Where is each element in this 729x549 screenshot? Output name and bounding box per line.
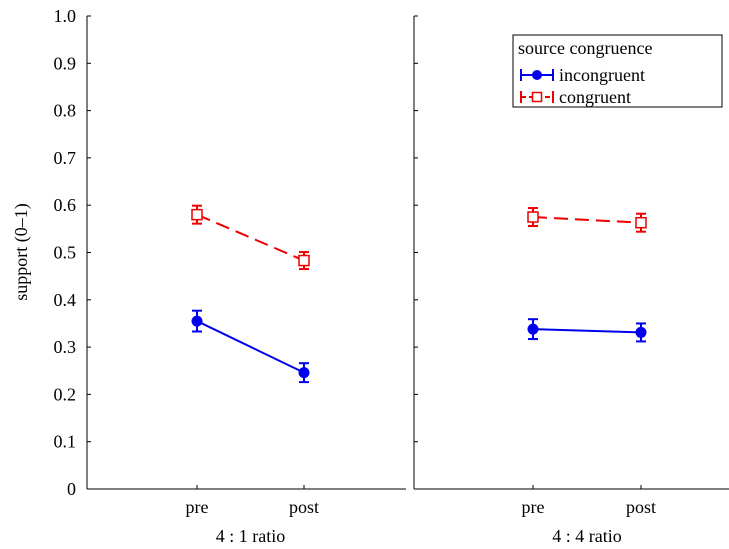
legend-label: congruent <box>559 87 631 107</box>
y-tick-label: 0.9 <box>54 53 77 73</box>
series-line <box>532 216 642 224</box>
x-tick-label: post <box>626 497 656 517</box>
x-tick-label: pre <box>522 497 545 517</box>
legend-box <box>512 34 723 108</box>
data-point <box>635 326 647 338</box>
data-point <box>527 211 539 223</box>
legend-marker <box>532 70 542 80</box>
series-congruent <box>191 204 310 271</box>
y-tick-label: 1.0 <box>54 6 77 26</box>
series-incongruent <box>191 309 310 384</box>
series-line <box>532 328 642 334</box>
legend-label: incongruent <box>559 65 645 85</box>
legend-title: source congruence <box>518 38 652 58</box>
data-point <box>298 367 310 379</box>
x-tick-label: post <box>289 497 319 517</box>
x-axis-label: 4 : 4 ratio <box>552 526 622 546</box>
series-line <box>196 320 305 374</box>
legend-item-incongruent: incongruent <box>520 65 645 85</box>
data-point <box>298 254 310 267</box>
legend-marker <box>531 91 543 103</box>
y-axis-label: support (0–1) <box>11 203 32 301</box>
y-tick-label: 0.1 <box>54 432 77 452</box>
series-incongruent <box>527 318 647 343</box>
y-tick-label: 0.3 <box>54 337 77 357</box>
legend-item-congruent: congruent <box>520 87 631 107</box>
y-tick-label: 0.7 <box>54 148 77 168</box>
data-point <box>191 315 203 327</box>
x-axis-label: 4 : 1 ratio <box>216 526 286 546</box>
y-tick-label: 0.6 <box>54 195 77 215</box>
y-tick-label: 0.8 <box>54 101 77 121</box>
x-tick-label: pre <box>186 497 209 517</box>
y-tick-label: 0.2 <box>54 384 77 404</box>
y-tick-label: 0 <box>67 479 76 499</box>
data-point <box>635 216 647 229</box>
data-point <box>527 323 539 335</box>
data-point <box>191 208 203 221</box>
series-congruent <box>527 207 647 233</box>
y-tick-label: 0.4 <box>54 290 77 310</box>
y-tick-label: 0.5 <box>54 243 77 263</box>
series-line <box>196 213 305 262</box>
